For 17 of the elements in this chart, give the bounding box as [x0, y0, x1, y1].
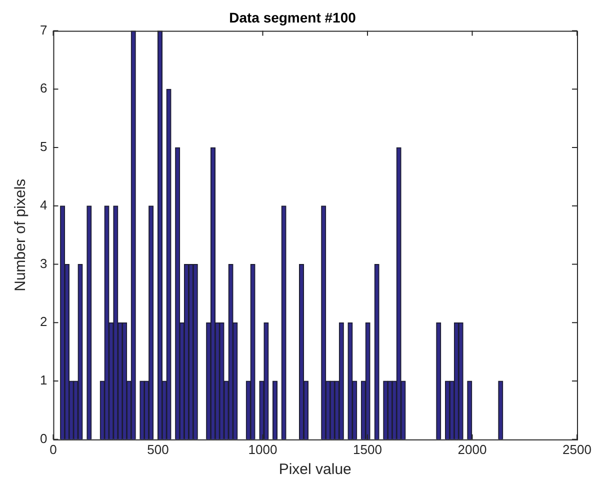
chart-title: Data segment #100: [229, 9, 356, 26]
y-tick-label: 7: [40, 22, 48, 38]
y-tick-label: 1: [40, 372, 48, 388]
y-tick-label: 0: [40, 430, 48, 446]
y-axis-title: Number of pixels: [12, 178, 30, 292]
y-tick-label: 5: [40, 139, 48, 154]
x-tick-label: 0: [50, 442, 57, 457]
x-tick-label: 1000: [248, 442, 278, 457]
y-tick-label: 3: [40, 256, 48, 271]
y-tick-label: 4: [40, 197, 48, 212]
y-tick-label: 2: [40, 314, 48, 330]
y-tick-label: 6: [40, 80, 48, 96]
x-tick-label: 2000: [458, 442, 487, 457]
x-tick-label: 1500: [353, 442, 382, 457]
x-axis-title: Pixel value: [278, 461, 352, 478]
x-tick-label: 500: [147, 442, 169, 457]
x-tick-label: 2500: [562, 442, 592, 457]
